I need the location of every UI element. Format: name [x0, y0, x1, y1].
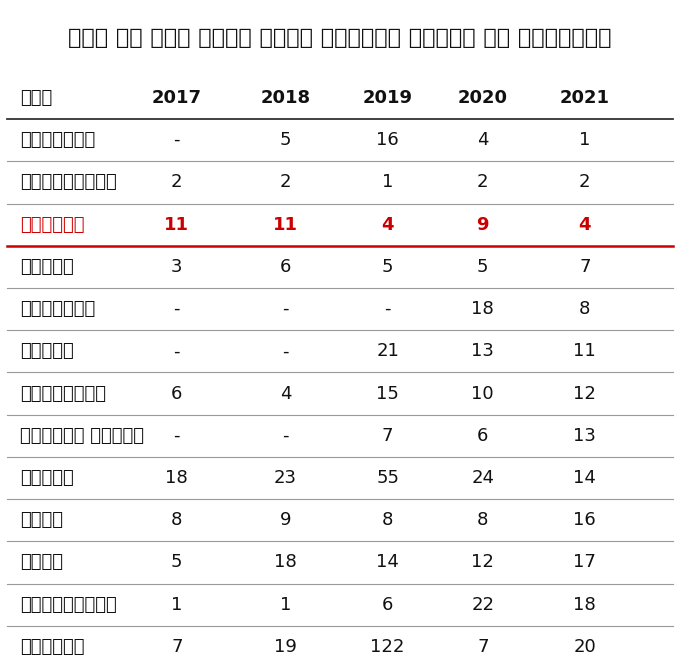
Text: -: - — [173, 342, 180, 360]
Text: 16: 16 — [573, 511, 596, 529]
Text: -: - — [282, 300, 289, 318]
Text: 2: 2 — [579, 174, 590, 192]
Text: लखनऊ: लखनऊ — [20, 511, 63, 529]
Text: 2018: 2018 — [260, 89, 311, 107]
Text: 18: 18 — [274, 553, 297, 571]
Text: 55: 55 — [376, 469, 399, 487]
Text: 15: 15 — [376, 385, 399, 403]
Text: नोएडा: नोएडा — [20, 258, 74, 276]
Text: 1: 1 — [171, 596, 182, 614]
Text: 7: 7 — [579, 258, 590, 276]
Text: 12: 12 — [573, 385, 596, 403]
Text: 5: 5 — [477, 258, 488, 276]
Text: 2019: 2019 — [362, 89, 413, 107]
Text: गुरुग्राम: गुरुग्राम — [20, 596, 117, 614]
Text: 14: 14 — [376, 553, 399, 571]
Text: जींद: जींद — [20, 553, 63, 571]
Text: 4: 4 — [477, 131, 488, 149]
Text: 18: 18 — [165, 469, 188, 487]
Text: भिवाड़ी: भिवाड़ी — [20, 131, 96, 149]
Text: 13: 13 — [471, 342, 494, 360]
Text: 6: 6 — [382, 596, 393, 614]
Text: 8: 8 — [477, 511, 488, 529]
Text: 2: 2 — [477, 174, 488, 192]
Text: 20: 20 — [573, 638, 596, 656]
Text: 6: 6 — [171, 385, 182, 403]
Text: -: - — [173, 300, 180, 318]
Text: ग्रेटर नोएडा: ग्रेटर नोएडा — [20, 427, 144, 445]
Text: शहर: शहर — [20, 89, 52, 107]
Text: 6: 6 — [280, 258, 291, 276]
Text: 12: 12 — [471, 553, 494, 571]
Text: 16: 16 — [376, 131, 399, 149]
Text: 1: 1 — [579, 131, 590, 149]
Text: -: - — [282, 342, 289, 360]
Text: 11: 11 — [573, 342, 596, 360]
Text: साल दर साल कैसे बदली भारतीय शहरों की रैंकिंग: साल दर साल कैसे बदली भारतीय शहरों की रैं… — [68, 29, 612, 48]
Text: 5: 5 — [382, 258, 393, 276]
Text: कानपुर: कानपुर — [20, 638, 85, 656]
Text: 22: 22 — [471, 596, 494, 614]
Text: 14: 14 — [573, 469, 596, 487]
Text: 1: 1 — [280, 596, 291, 614]
Text: गाजियाबाद: गाजियाबाद — [20, 174, 117, 192]
Text: भावलपुर: भावलपुर — [20, 300, 96, 318]
Text: 5: 5 — [171, 553, 182, 571]
Text: 13: 13 — [573, 427, 596, 445]
Text: 7: 7 — [382, 427, 393, 445]
Text: -: - — [173, 131, 180, 149]
Text: रोहतक: रोहतक — [20, 469, 74, 487]
Text: 11: 11 — [165, 216, 189, 234]
Text: हिसार: हिसार — [20, 342, 74, 360]
Text: 2021: 2021 — [560, 89, 610, 107]
Text: 5: 5 — [280, 131, 291, 149]
Text: 7: 7 — [477, 638, 488, 656]
Text: 10: 10 — [471, 385, 494, 403]
Text: 11: 11 — [273, 216, 298, 234]
Text: 7: 7 — [171, 638, 182, 656]
Text: 4: 4 — [381, 216, 394, 234]
Text: 8: 8 — [579, 300, 590, 318]
Text: 1: 1 — [382, 174, 393, 192]
Text: 2: 2 — [171, 174, 182, 192]
Text: 23: 23 — [274, 469, 297, 487]
Text: 3: 3 — [171, 258, 182, 276]
Text: 9: 9 — [280, 511, 291, 529]
Text: -: - — [384, 300, 391, 318]
Text: 2020: 2020 — [458, 89, 508, 107]
Text: -: - — [173, 427, 180, 445]
Text: 24: 24 — [471, 469, 494, 487]
Text: -: - — [282, 427, 289, 445]
Text: 21: 21 — [376, 342, 399, 360]
Text: 4: 4 — [579, 216, 591, 234]
Text: फरीदाबाद: फरीदाबाद — [20, 385, 106, 403]
Text: 19: 19 — [274, 638, 297, 656]
Text: 18: 18 — [573, 596, 596, 614]
Text: 17: 17 — [573, 553, 596, 571]
Text: 2017: 2017 — [152, 89, 202, 107]
Text: 8: 8 — [171, 511, 182, 529]
Text: 6: 6 — [477, 427, 488, 445]
Text: दिल्ली: दिल्ली — [20, 216, 85, 234]
Text: 8: 8 — [382, 511, 393, 529]
Text: 122: 122 — [371, 638, 405, 656]
Text: 18: 18 — [471, 300, 494, 318]
Text: 2: 2 — [280, 174, 291, 192]
Text: 9: 9 — [477, 216, 489, 234]
Text: 4: 4 — [280, 385, 291, 403]
